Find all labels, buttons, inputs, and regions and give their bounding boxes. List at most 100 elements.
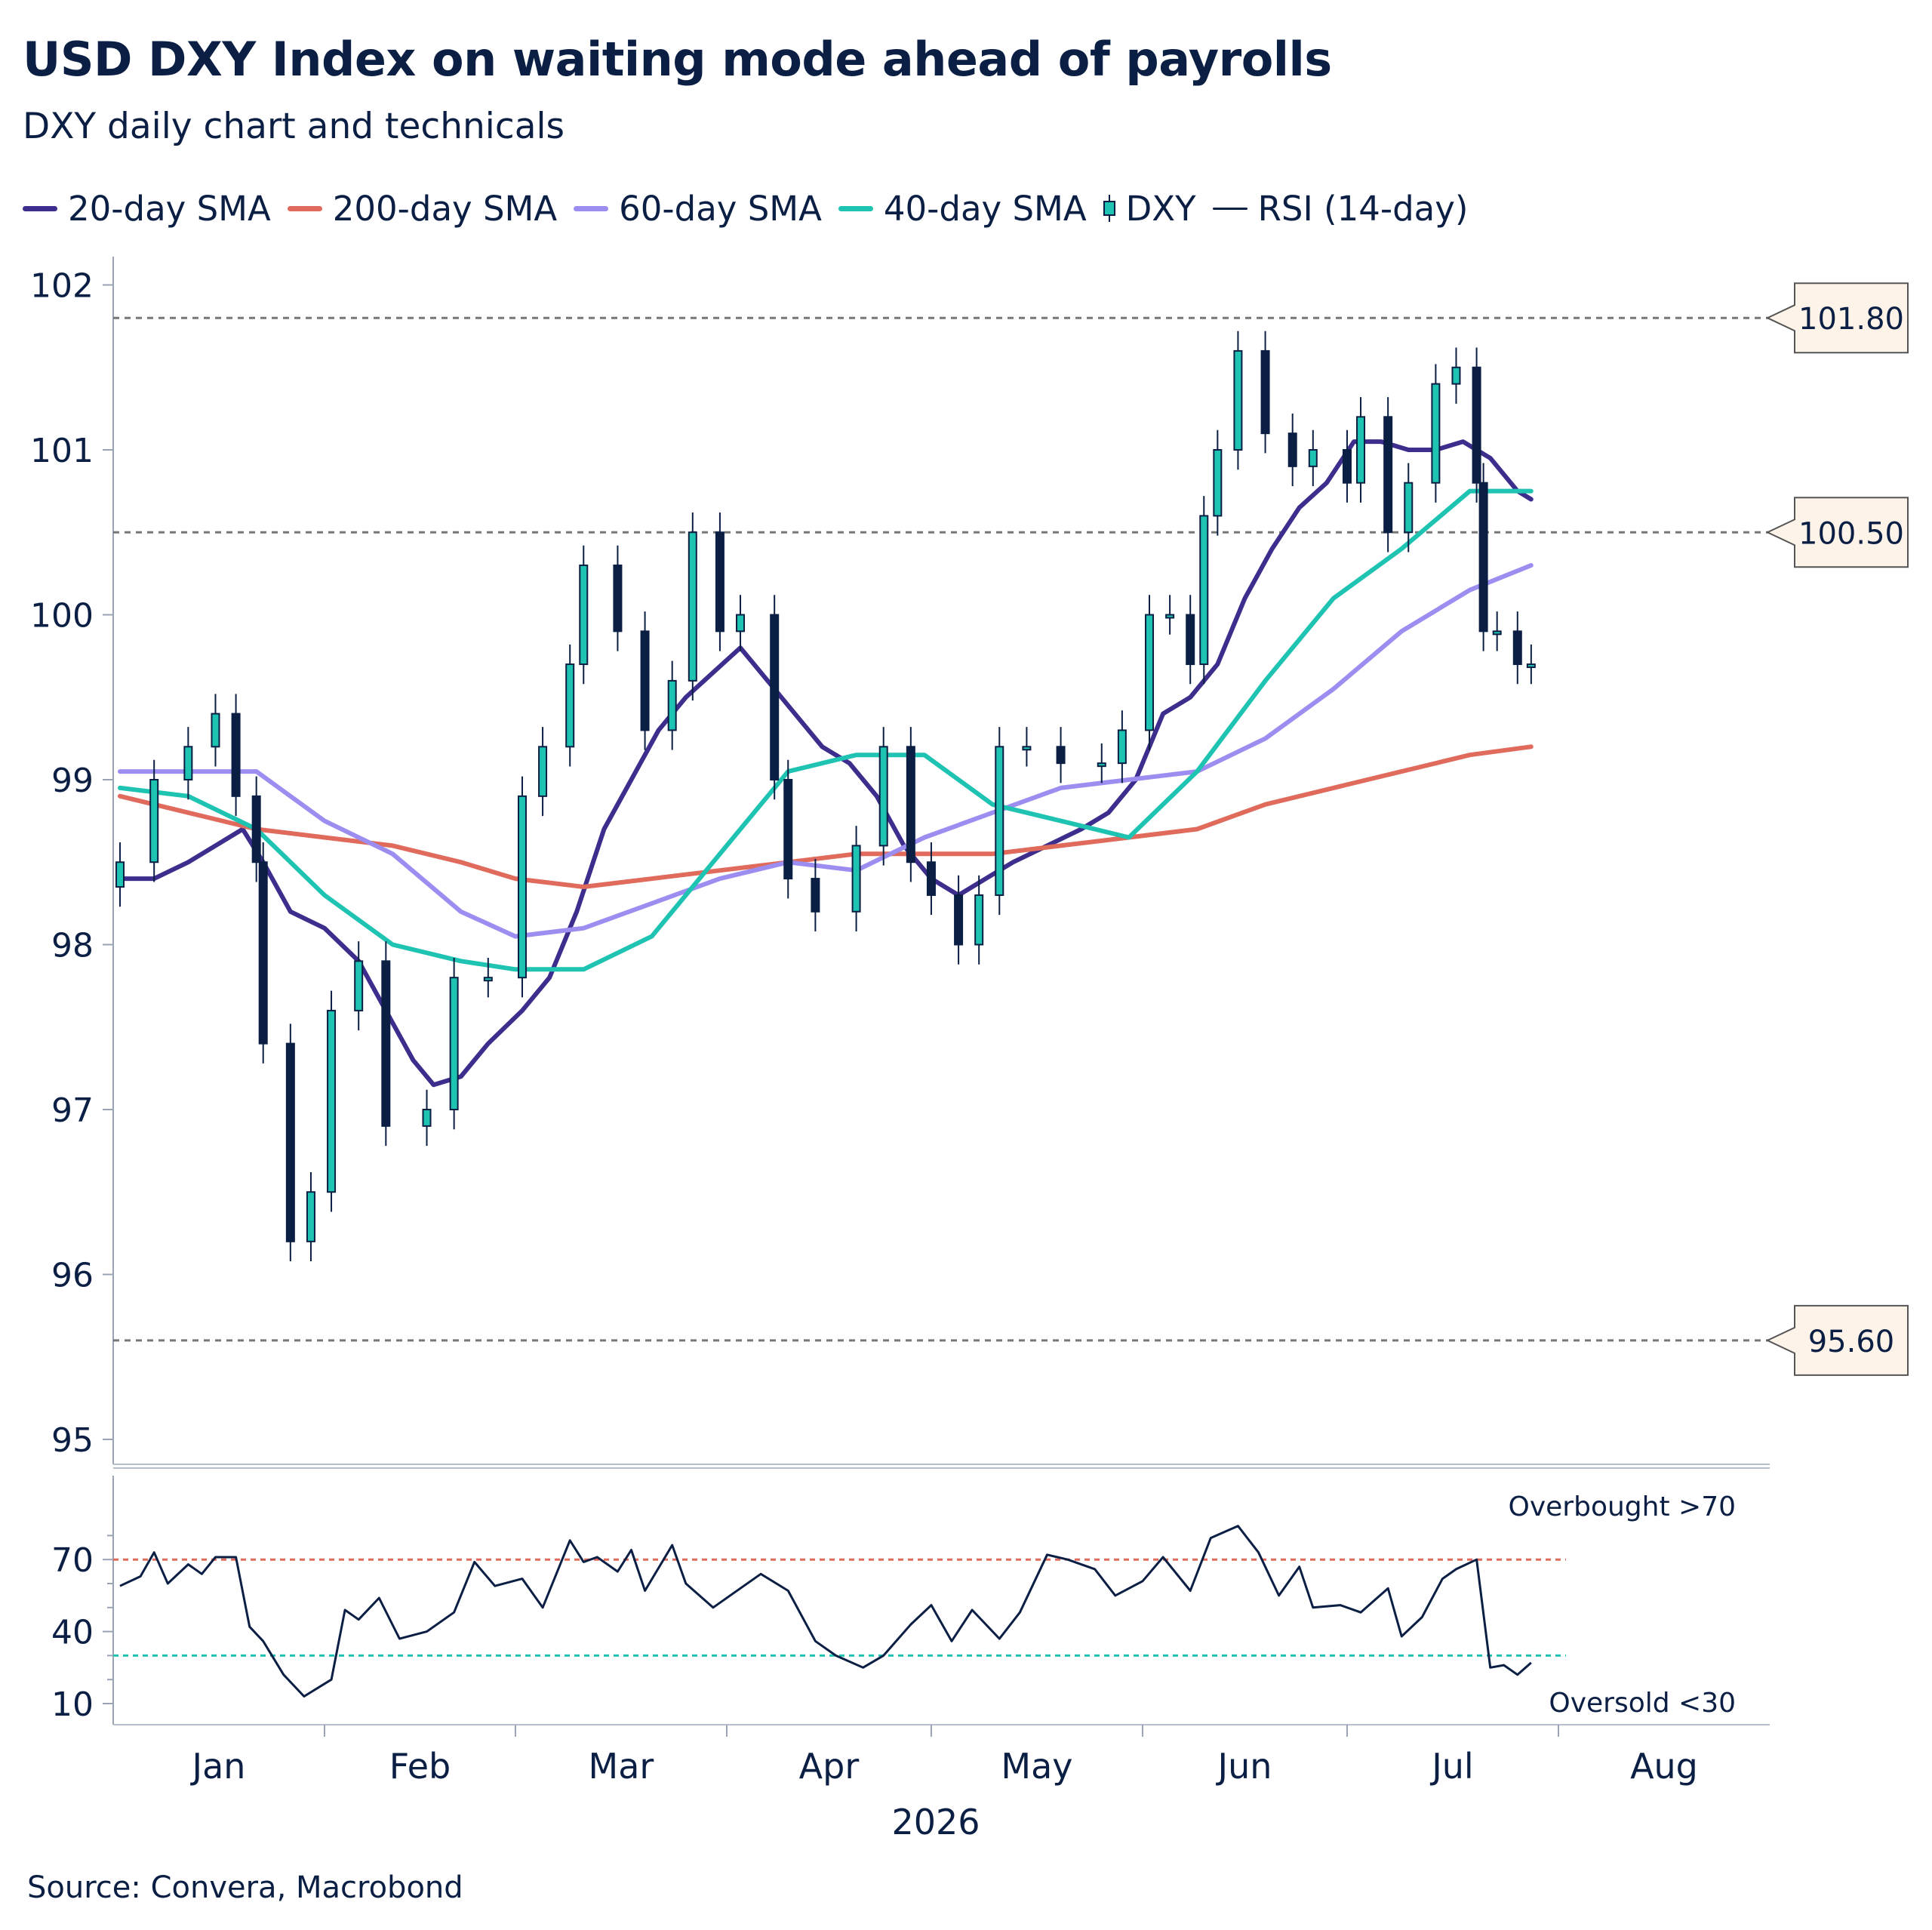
reference-label: 100.50 <box>1765 497 1909 568</box>
dxy-candle <box>1117 710 1127 783</box>
legend-item[interactable]: 60-day SMA <box>574 189 822 229</box>
dxy-candle-body <box>251 795 261 863</box>
dxy-candle-body <box>449 977 459 1110</box>
price-y-tick-label: 98 <box>51 927 94 965</box>
dxy-candle <box>579 545 589 685</box>
dxy-candle-body <box>1056 746 1066 765</box>
dxy-candle-body <box>1308 449 1318 467</box>
x-axis-month-label: Jun <box>1216 1746 1272 1787</box>
dxy-candle-body <box>1186 614 1195 666</box>
dxy-candle <box>640 611 650 750</box>
dxy-candle <box>1022 727 1032 767</box>
dxy-candle-body <box>258 861 268 1045</box>
dxy-candle <box>1526 644 1536 685</box>
dxy-candle <box>1512 611 1522 685</box>
dxy-candle <box>1165 595 1175 635</box>
dxy-candle-body <box>1260 349 1270 435</box>
dxy-candle <box>1186 595 1195 685</box>
reference-label-text: 95.60 <box>1808 1325 1895 1359</box>
reference-label-text: 101.80 <box>1798 302 1904 337</box>
reference-label: 101.80 <box>1765 282 1909 354</box>
chart-legend: 20-day SMA 200-day SMA 60-day SMA 40-day… <box>23 187 1484 229</box>
legend-item[interactable]: 20-day SMA <box>23 189 271 229</box>
dxy-candle <box>1056 727 1066 783</box>
price-y-tick-label: 102 <box>30 267 94 306</box>
dxy-candle-body <box>483 977 493 982</box>
dxy-candle <box>1213 429 1223 536</box>
dxy-candle <box>1308 429 1318 487</box>
dxy-candle-body <box>851 845 861 913</box>
dxy-candle-body <box>1165 614 1175 619</box>
dxy-candle <box>354 941 364 1031</box>
dxy-candle <box>783 759 793 899</box>
legend-item[interactable]: 40-day SMA <box>838 189 1087 229</box>
x-axis-month-label: Mar <box>589 1746 654 1787</box>
dxy-candle <box>995 727 1004 916</box>
dxy-candle <box>1472 347 1481 503</box>
dxy-candle-body <box>783 779 793 880</box>
rsi-y-tick-label: 10 <box>51 1685 94 1724</box>
dxy-candle-body <box>1512 630 1522 666</box>
dxy-candle <box>565 644 575 767</box>
sma-20-line <box>118 439 1534 1088</box>
dxy-candle <box>1260 331 1270 454</box>
dxy-candle <box>974 875 984 965</box>
dxy-candle-body <box>285 1042 295 1242</box>
legend-label: 40-day SMA <box>883 188 1087 229</box>
dxy-candle <box>422 1089 432 1147</box>
dxy-candle <box>1478 463 1488 651</box>
dxy-candle-body <box>231 713 241 797</box>
dxy-candle <box>878 727 888 866</box>
legend-item[interactable]: 200-day SMA <box>287 188 558 229</box>
dxy-candle <box>1097 743 1106 783</box>
dxy-candle <box>306 1172 315 1262</box>
sma-60-line <box>118 563 1534 939</box>
dxy-candle-body <box>1356 416 1366 484</box>
dxy-candle-body <box>926 861 936 896</box>
dxy-candle-body <box>1492 630 1502 636</box>
dxy-candle <box>251 776 261 882</box>
dxy-candle-body <box>1383 416 1393 534</box>
dxy-candle <box>736 595 746 651</box>
sma-40-line <box>118 488 1534 972</box>
legend-swatch <box>574 205 609 211</box>
dxy-candle <box>1383 397 1393 553</box>
x-axis-month-label: Aug <box>1630 1746 1698 1787</box>
dxy-candle <box>688 513 697 701</box>
x-axis-year-label: 2026 <box>891 1802 980 1842</box>
dxy-candle-body <box>115 861 125 888</box>
x-axis-month-label: Jul <box>1429 1746 1474 1787</box>
dxy-candle-body <box>579 564 589 666</box>
dxy-candle-body <box>736 614 746 633</box>
dxy-candle <box>851 826 861 932</box>
x-axis-month-label: Jan <box>190 1746 246 1787</box>
dxy-candle <box>1492 611 1502 651</box>
legend-item[interactable]: DXY <box>1103 189 1196 229</box>
legend-swatch <box>23 205 57 211</box>
legend-label: DXY <box>1125 188 1196 229</box>
dxy-candle <box>258 842 268 1064</box>
x-axis-month-label: Feb <box>389 1746 451 1787</box>
dxy-candle <box>231 694 241 817</box>
legend-item[interactable]: RSI (14-day) <box>1212 188 1469 229</box>
dxy-candle-body <box>1233 349 1243 451</box>
dxy-candle <box>770 595 780 800</box>
dxy-candle <box>327 990 337 1212</box>
dxy-candle-body <box>1431 383 1441 484</box>
legend-label: 200-day SMA <box>332 188 558 229</box>
dxy-candle <box>906 727 915 882</box>
x-axis-month-label: May <box>1001 1746 1072 1787</box>
rsi-y-tick-label: 70 <box>51 1541 94 1580</box>
dxy-candle-body <box>1287 432 1297 467</box>
reference-label: 95.60 <box>1765 1304 1909 1376</box>
dxy-candle-body <box>811 878 820 913</box>
legend-label: RSI (14-day) <box>1257 188 1469 229</box>
legend-swatch <box>1212 207 1247 210</box>
dxy-candle-body <box>770 614 780 780</box>
dxy-candle-body <box>974 894 984 946</box>
dxy-candle-body <box>565 663 575 748</box>
dxy-candle-body <box>149 779 159 863</box>
dxy-candle <box>183 727 193 800</box>
dxy-candle-body <box>667 679 677 731</box>
dxy-candle-body <box>1478 482 1488 633</box>
